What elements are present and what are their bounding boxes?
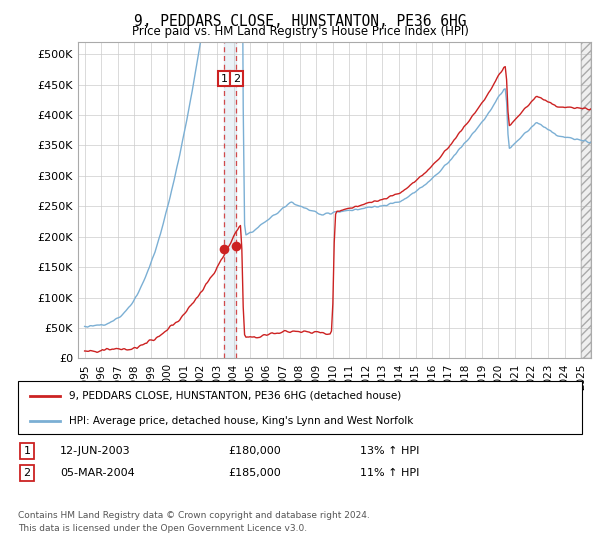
Text: 9, PEDDARS CLOSE, HUNSTANTON, PE36 6HG: 9, PEDDARS CLOSE, HUNSTANTON, PE36 6HG bbox=[134, 14, 466, 29]
Text: Price paid vs. HM Land Registry's House Price Index (HPI): Price paid vs. HM Land Registry's House … bbox=[131, 25, 469, 38]
Text: 13% ↑ HPI: 13% ↑ HPI bbox=[360, 446, 419, 456]
Text: 2: 2 bbox=[23, 468, 31, 478]
Text: 11% ↑ HPI: 11% ↑ HPI bbox=[360, 468, 419, 478]
Text: Contains HM Land Registry data © Crown copyright and database right 2024.: Contains HM Land Registry data © Crown c… bbox=[18, 511, 370, 520]
Text: HPI: Average price, detached house, King's Lynn and West Norfolk: HPI: Average price, detached house, King… bbox=[69, 416, 413, 426]
Bar bbox=[224, 42, 236, 358]
Text: 1: 1 bbox=[23, 446, 31, 456]
Text: £185,000: £185,000 bbox=[228, 468, 281, 478]
Text: 2: 2 bbox=[233, 73, 240, 83]
Text: 05-MAR-2004: 05-MAR-2004 bbox=[60, 468, 135, 478]
Text: 9, PEDDARS CLOSE, HUNSTANTON, PE36 6HG (detached house): 9, PEDDARS CLOSE, HUNSTANTON, PE36 6HG (… bbox=[69, 391, 401, 401]
Text: £180,000: £180,000 bbox=[228, 446, 281, 456]
Text: 1: 1 bbox=[220, 73, 227, 83]
Text: This data is licensed under the Open Government Licence v3.0.: This data is licensed under the Open Gov… bbox=[18, 524, 307, 533]
Text: 12-JUN-2003: 12-JUN-2003 bbox=[60, 446, 131, 456]
